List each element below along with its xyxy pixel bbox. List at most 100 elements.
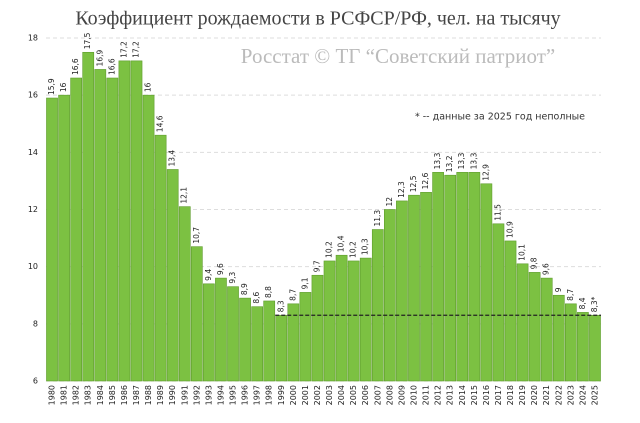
value-label: 10,9 bbox=[506, 221, 515, 238]
x-tick-label: 2010 bbox=[409, 385, 418, 405]
bar bbox=[190, 246, 203, 382]
bar bbox=[275, 314, 288, 382]
bar bbox=[287, 303, 300, 382]
x-tick-label: 1996 bbox=[241, 385, 250, 405]
bar bbox=[215, 277, 227, 382]
y-tick-label: 18 bbox=[28, 34, 38, 43]
bar bbox=[408, 194, 420, 382]
bar bbox=[516, 263, 529, 382]
bar bbox=[384, 209, 396, 382]
x-tick-label: 2021 bbox=[542, 385, 551, 405]
bars bbox=[46, 51, 601, 382]
value-label: 16,6 bbox=[71, 58, 80, 75]
x-tick-label: 2006 bbox=[361, 385, 370, 405]
bar bbox=[552, 294, 565, 382]
bar bbox=[335, 254, 348, 382]
labels: 6 8 10 12 14 16 18 1980 15,9 1981 16 1982 16,6 1983 17… bbox=[28, 32, 601, 405]
bar bbox=[239, 297, 251, 382]
value-label: 9,6 bbox=[542, 263, 551, 275]
value-label: 16,6 bbox=[107, 58, 116, 75]
x-tick-label: 2008 bbox=[385, 385, 394, 405]
value-label: 10,2 bbox=[349, 241, 358, 258]
bar bbox=[589, 314, 601, 382]
x-tick-label: 1985 bbox=[108, 385, 117, 405]
x-tick-label: 2000 bbox=[289, 385, 298, 405]
x-tick-label: 1991 bbox=[180, 385, 189, 405]
value-label: 12,9 bbox=[481, 164, 490, 181]
x-tick-label: 2022 bbox=[554, 385, 563, 405]
bar bbox=[70, 77, 83, 382]
x-tick-label: 1994 bbox=[216, 385, 225, 405]
value-label: 8,3 bbox=[276, 300, 285, 312]
value-label: 8,7 bbox=[566, 289, 575, 301]
x-tick-label: 2002 bbox=[313, 385, 322, 405]
x-tick-label: 1990 bbox=[168, 385, 177, 405]
bar bbox=[528, 272, 541, 382]
value-label: 16 bbox=[144, 82, 153, 92]
value-label: 15,9 bbox=[47, 78, 56, 95]
value-label: 10,7 bbox=[192, 227, 201, 244]
y-tick-label: 8 bbox=[33, 319, 38, 328]
bar bbox=[203, 283, 215, 382]
x-tick-label: 2012 bbox=[434, 385, 443, 405]
value-label: 12,3 bbox=[397, 181, 406, 198]
value-label: 10,1 bbox=[518, 244, 527, 261]
value-label: 10,4 bbox=[337, 235, 346, 252]
y-tick-label: 6 bbox=[33, 377, 38, 386]
x-tick-label: 2025 bbox=[590, 385, 599, 405]
value-label: 17,5 bbox=[83, 32, 92, 49]
x-tick-label: 2004 bbox=[337, 385, 346, 405]
bar bbox=[420, 192, 432, 382]
x-tick-label: 2023 bbox=[566, 385, 575, 405]
x-tick-label: 1988 bbox=[144, 385, 153, 405]
bar bbox=[263, 300, 276, 382]
bar bbox=[492, 223, 505, 382]
bar bbox=[106, 77, 119, 382]
value-label: 8,7 bbox=[288, 289, 297, 301]
bar bbox=[154, 134, 167, 382]
bar bbox=[82, 51, 95, 382]
bar bbox=[251, 306, 263, 382]
value-label: 12,6 bbox=[421, 172, 430, 189]
x-tick-label: 1997 bbox=[253, 385, 262, 405]
bar bbox=[130, 60, 143, 382]
x-tick-label: 2014 bbox=[458, 385, 467, 405]
y-tick-label: 14 bbox=[28, 148, 38, 157]
x-tick-label: 1986 bbox=[120, 385, 129, 405]
value-label: 8,6 bbox=[252, 292, 261, 304]
value-label: 9,6 bbox=[216, 263, 225, 275]
x-tick-label: 2020 bbox=[530, 385, 539, 405]
value-label: 16,9 bbox=[95, 50, 104, 67]
x-tick-label: 1992 bbox=[192, 385, 201, 405]
x-tick-label: 2009 bbox=[397, 385, 406, 405]
value-label: 10,2 bbox=[325, 241, 334, 258]
chart-title: Коэффициент рождаемости в РСФСР/РФ, чел.… bbox=[75, 8, 560, 30]
value-label: 13,3 bbox=[457, 152, 466, 169]
value-label: 13,3 bbox=[433, 152, 442, 169]
x-tick-label: 2007 bbox=[373, 385, 382, 405]
bar bbox=[444, 174, 457, 382]
watermark: Росстат © ТГ “Советский патриот” bbox=[241, 44, 555, 68]
value-label: 16 bbox=[59, 82, 68, 92]
x-tick-label: 1981 bbox=[60, 385, 69, 405]
value-label: 8,8 bbox=[264, 286, 273, 298]
bar bbox=[480, 183, 493, 382]
note: * -- данные за 2025 год неполные bbox=[415, 112, 585, 123]
y-tick-label: 10 bbox=[28, 262, 38, 271]
value-label: 8,3* bbox=[590, 296, 599, 312]
x-tick-label: 2001 bbox=[301, 385, 310, 405]
x-tick-label: 1984 bbox=[96, 385, 105, 405]
bar bbox=[299, 292, 312, 382]
x-tick-label: 2011 bbox=[422, 385, 431, 405]
x-tick-label: 1987 bbox=[132, 385, 141, 405]
value-label: 9,7 bbox=[312, 260, 321, 272]
value-label: 9 bbox=[554, 287, 563, 292]
value-label: 12,5 bbox=[409, 175, 418, 192]
x-tick-label: 1999 bbox=[277, 385, 286, 405]
x-tick-label: 2003 bbox=[325, 385, 334, 405]
value-label: 9,8 bbox=[530, 257, 539, 269]
value-label: 8,4 bbox=[578, 297, 587, 309]
y-tick-label: 16 bbox=[28, 91, 38, 100]
bar bbox=[46, 97, 58, 382]
